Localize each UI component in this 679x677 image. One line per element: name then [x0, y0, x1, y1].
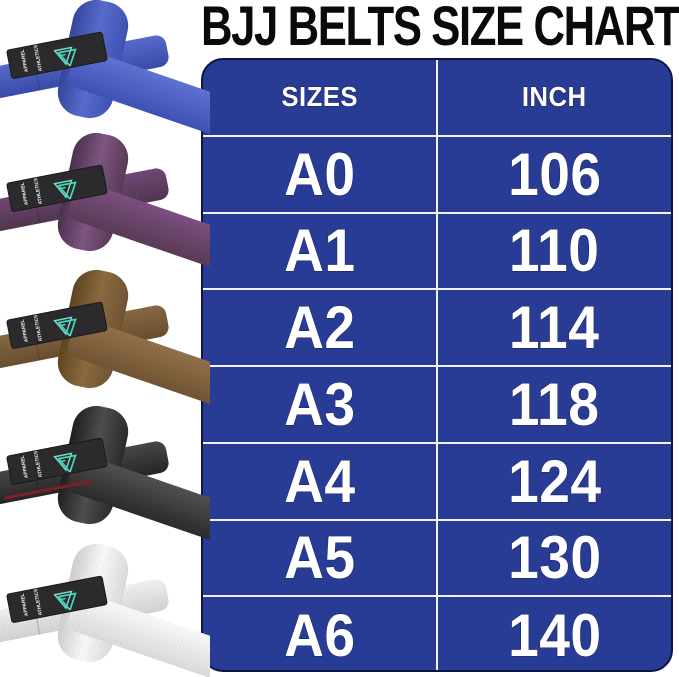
- svg-text:ATHLETICS: ATHLETICS: [33, 44, 44, 72]
- svg-text:APPAREL: APPAREL: [20, 319, 30, 343]
- svg-text:ATHLETICS: ATHLETICS: [33, 177, 44, 205]
- svg-text:ATHLETICS: ATHLETICS: [33, 450, 44, 478]
- svg-text:APPAREL: APPAREL: [20, 593, 30, 617]
- svg-text:APPAREL: APPAREL: [20, 182, 30, 206]
- svg-text:APPAREL: APPAREL: [20, 49, 30, 73]
- svg-text:ATHLETICS: ATHLETICS: [33, 314, 44, 342]
- svg-text:ATHLETICS: ATHLETICS: [33, 588, 44, 616]
- svg-text:APPAREL: APPAREL: [20, 455, 30, 479]
